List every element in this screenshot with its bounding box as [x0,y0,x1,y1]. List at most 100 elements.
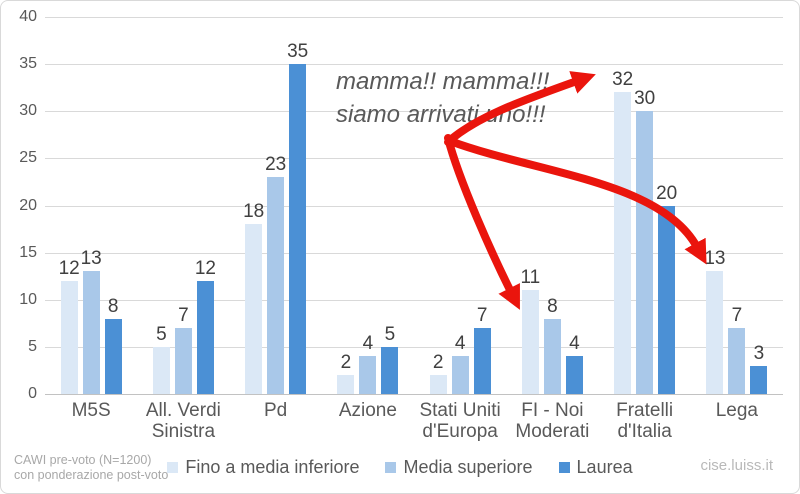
bar-column: 13 [704,17,726,394]
bar [174,328,192,394]
bar [451,356,469,394]
bar-column: 35 [287,17,309,394]
bar-value-label: 18 [243,201,265,223]
bar-column: 5 [152,17,170,394]
bar-value-label: 8 [547,295,558,317]
bar-value-label: 12 [194,257,216,279]
bar-cluster: 13 7 3 [691,17,783,394]
bar-column: 7 [728,17,746,394]
bar-column: 8 [104,17,122,394]
bar-column: 4 [565,17,583,394]
gridline [45,299,783,301]
source-line-1: CAWI pre-voto (N=1200) [14,453,152,467]
x-axis-labels: M5S All. Verdi Sinistra Pd Azione Stati Unit… [45,400,783,442]
legend-swatch-icon [385,462,397,473]
bar-cluster: 32 30 20 [599,17,691,394]
bar [381,346,399,394]
bar-value-label: 2 [432,352,444,374]
bar-value-label: 23 [265,154,287,176]
bar-cluster: 5 7 12 [137,17,229,394]
bar [750,365,768,394]
bar-cluster: 11 8 4 [506,17,598,394]
bar-column: 5 [381,17,399,394]
y-axis-tick-label: 40 [19,8,37,25]
bar-column: 32 [612,17,633,394]
bar [196,280,214,394]
bar-value-label: 12 [58,257,80,279]
bar [636,111,654,394]
x-axis-category-label: M5S [71,400,111,421]
bar-group: 11 8 4 [506,17,598,394]
bar [289,64,307,394]
bar-value-label: 11 [520,267,541,289]
y-axis-tick-label: 0 [28,385,37,402]
bar-value-label: 35 [287,41,309,63]
bar-value-label: 4 [362,333,374,355]
bar-value-label: 5 [156,323,167,345]
bar-value-label: 20 [656,182,678,204]
bar-group: 32 30 20 [599,17,691,394]
bar-value-label: 7 [731,305,743,327]
bar [267,177,285,394]
bar [104,318,122,394]
bar-column: 7 [473,17,491,394]
gridline [45,111,783,113]
bar-column: 20 [656,17,678,394]
legend-item: Media superiore [385,457,533,478]
bar-column: 2 [337,17,355,394]
bar [82,271,100,394]
bar-value-label: 4 [454,333,466,355]
bar-value-label: 7 [178,305,189,327]
bar-column: 8 [543,17,561,394]
y-axis-tick-label: 5 [28,337,37,355]
bar-value-label: 30 [634,88,656,110]
y-axis-tick-label: 25 [19,149,37,167]
bar-group: 12 13 8 [45,17,137,394]
bar-column: 13 [81,17,102,394]
gridline [45,394,783,395]
bar-column: 4 [359,17,377,394]
bar [565,356,583,394]
y-axis-tick-label: 35 [19,55,37,73]
bar-value-label: 13 [704,248,726,270]
bar [152,346,170,394]
legend-label: Laurea [576,457,633,477]
bar-value-label: 2 [340,352,352,374]
annotation-text: mamma!! mamma!!! siamo arrivati uno!!! [336,68,550,128]
legend-swatch-icon [167,462,179,473]
bar [429,375,447,394]
bar [706,271,724,394]
bar [359,356,377,394]
bar-column: 7 [174,17,192,394]
x-axis-category-label: Lega [715,400,759,421]
bar [60,280,78,394]
x-axis-category-label: Pd [264,400,288,421]
bar-column: 23 [265,17,287,394]
bar-value-label: 3 [753,342,765,364]
bar [521,290,539,394]
bar-column: 18 [243,17,265,394]
bar [337,375,355,394]
bar [543,318,561,394]
bar [614,92,632,394]
source-note: CAWI pre-voto (N=1200) con ponderazione … [14,453,168,483]
bar-group: 5 7 12 [137,17,229,394]
gridline [45,205,783,207]
bar-group: 13 7 3 [691,17,783,394]
legend: Fino a media inferiore Media superiore Lau… [1,457,799,478]
bar-cluster: 18 23 35 [230,17,322,394]
bar-cluster: 12 13 8 [45,17,137,394]
legend-label: Fino a media inferiore [185,457,360,477]
x-axis-category-label: Fratelli d'Italia [616,400,674,442]
bar-value-label: 8 [107,295,119,317]
bar-group: 18 23 35 [230,17,322,394]
site-label: cise.luiss.it [700,457,773,474]
legend-swatch-icon [558,462,570,473]
x-axis-category-label: Stati Uniti d'Europa [419,400,501,442]
bar [245,224,263,394]
x-axis-category-label: All. Verdi Sinistra [145,400,221,442]
gridline [45,158,783,160]
legend-item: Laurea [558,457,633,478]
